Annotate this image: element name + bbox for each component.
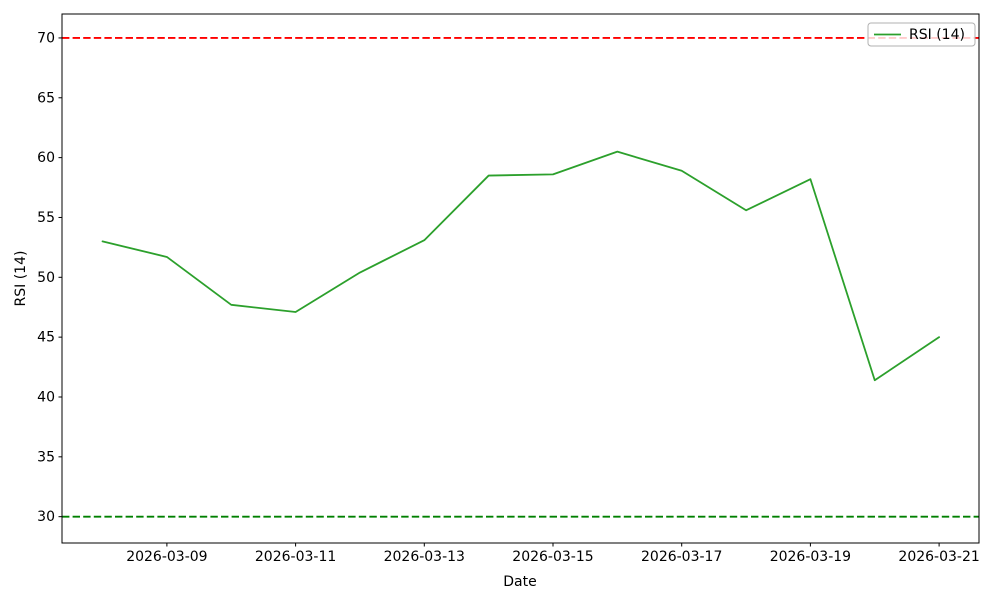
- y-tick-label: 45: [37, 330, 55, 346]
- rsi-series-line: [101, 150, 941, 382]
- y-tick-label: 65: [37, 90, 55, 106]
- x-tick-label: 2026-03-15: [512, 549, 593, 565]
- y-tick-label: 30: [37, 509, 55, 525]
- legend-box: [867, 22, 976, 47]
- x-tick-label: 2026-03-17: [641, 549, 722, 565]
- y-tick-label: 50: [37, 270, 55, 286]
- y-tick-label: 40: [37, 389, 55, 405]
- plot-area: 2026-03-09 2026-03-11 2026-03-13 2026-03-15…: [37, 13, 980, 565]
- x-tick-label: 2026-03-21: [898, 549, 979, 565]
- x-tick-label: 2026-03-09: [126, 549, 207, 565]
- x-tick-label: 2026-03-13: [384, 549, 465, 565]
- y-tick-label: 55: [37, 210, 55, 226]
- x-tick-label: 2026-03-19: [770, 549, 851, 565]
- legend: RSI (14): [867, 22, 976, 47]
- plot-border: [61, 13, 980, 544]
- y-tick-label: 60: [37, 150, 55, 166]
- x-tick-label: 2026-03-11: [255, 549, 336, 565]
- y-tick-label: 35: [37, 449, 55, 465]
- y-tick-label: 70: [37, 30, 55, 46]
- legend-entry-label: RSI (14): [909, 27, 965, 43]
- x-axis-label: Date: [503, 574, 536, 590]
- y-axis-label: RSI (14): [13, 251, 29, 307]
